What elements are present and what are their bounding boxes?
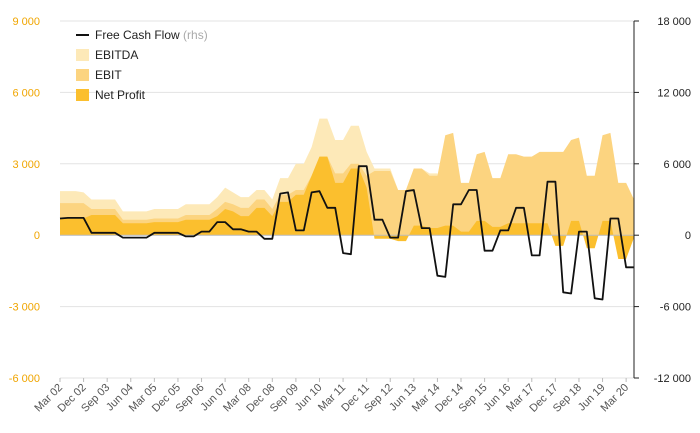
y-axis-right: 18 000 12 000 6 000 0 -6 000 -12 000 bbox=[633, 16, 691, 385]
y2-tick-label: 6 000 bbox=[663, 159, 691, 171]
area-net-profit bbox=[60, 156, 634, 259]
line-free-cash-flow bbox=[59, 165, 634, 301]
legend: Free Cash Flow (rhs) EBITDA EBIT Net Profit bbox=[76, 28, 208, 102]
legend-net-profit-swatch bbox=[76, 89, 89, 101]
y2-tick-label: -12 000 bbox=[654, 373, 691, 385]
legend-net-profit-label: Net Profit bbox=[95, 88, 146, 102]
legend-free-cash-flow-label: Free Cash Flow (rhs) bbox=[95, 28, 208, 42]
legend-ebit-label: EBIT bbox=[95, 68, 122, 82]
y-tick-label: 6 000 bbox=[12, 87, 40, 99]
area-series bbox=[60, 118, 634, 259]
y2-tick-label: 0 bbox=[685, 230, 691, 242]
y2-tick-label: 18 000 bbox=[657, 16, 691, 28]
line-series bbox=[59, 165, 634, 301]
y2-tick-label: -6 000 bbox=[660, 302, 691, 314]
y2-tick-label: 12 000 bbox=[657, 87, 691, 99]
legend-ebit-swatch bbox=[76, 69, 89, 81]
y-tick-label: 3 000 bbox=[12, 159, 40, 171]
legend-ebitda-swatch bbox=[76, 49, 89, 61]
legend-ebitda-label: EBITDA bbox=[95, 48, 138, 62]
y-tick-label: 0 bbox=[34, 230, 40, 242]
legend-free-cash-flow-note: (rhs) bbox=[180, 28, 208, 42]
y-tick-label: -6 000 bbox=[9, 373, 40, 385]
y-tick-label: 9 000 bbox=[12, 16, 40, 28]
y-axis-left: 9 000 6 000 3 000 0 -3 000 -6 000 bbox=[9, 16, 40, 385]
y-tick-label: -3 000 bbox=[9, 302, 40, 314]
